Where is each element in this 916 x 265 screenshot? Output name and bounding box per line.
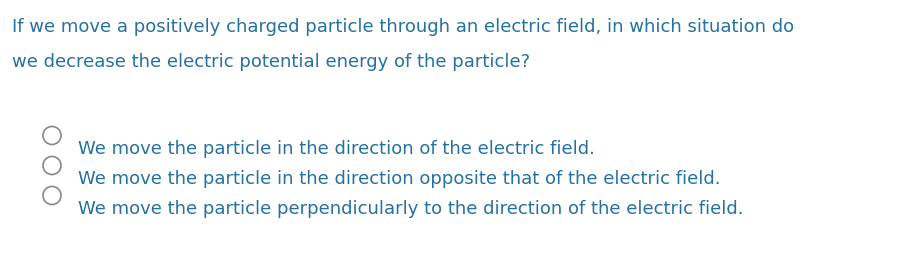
Text: we decrease the electric potential energy of the particle?: we decrease the electric potential energ… [12,53,530,71]
Text: We move the particle in the direction opposite that of the electric field.: We move the particle in the direction op… [78,170,721,188]
Text: If we move a positively charged particle through an electric field, in which sit: If we move a positively charged particle… [12,18,794,36]
Text: We move the particle in the direction of the electric field.: We move the particle in the direction of… [78,140,594,158]
Text: We move the particle perpendicularly to the direction of the electric field.: We move the particle perpendicularly to … [78,200,744,218]
